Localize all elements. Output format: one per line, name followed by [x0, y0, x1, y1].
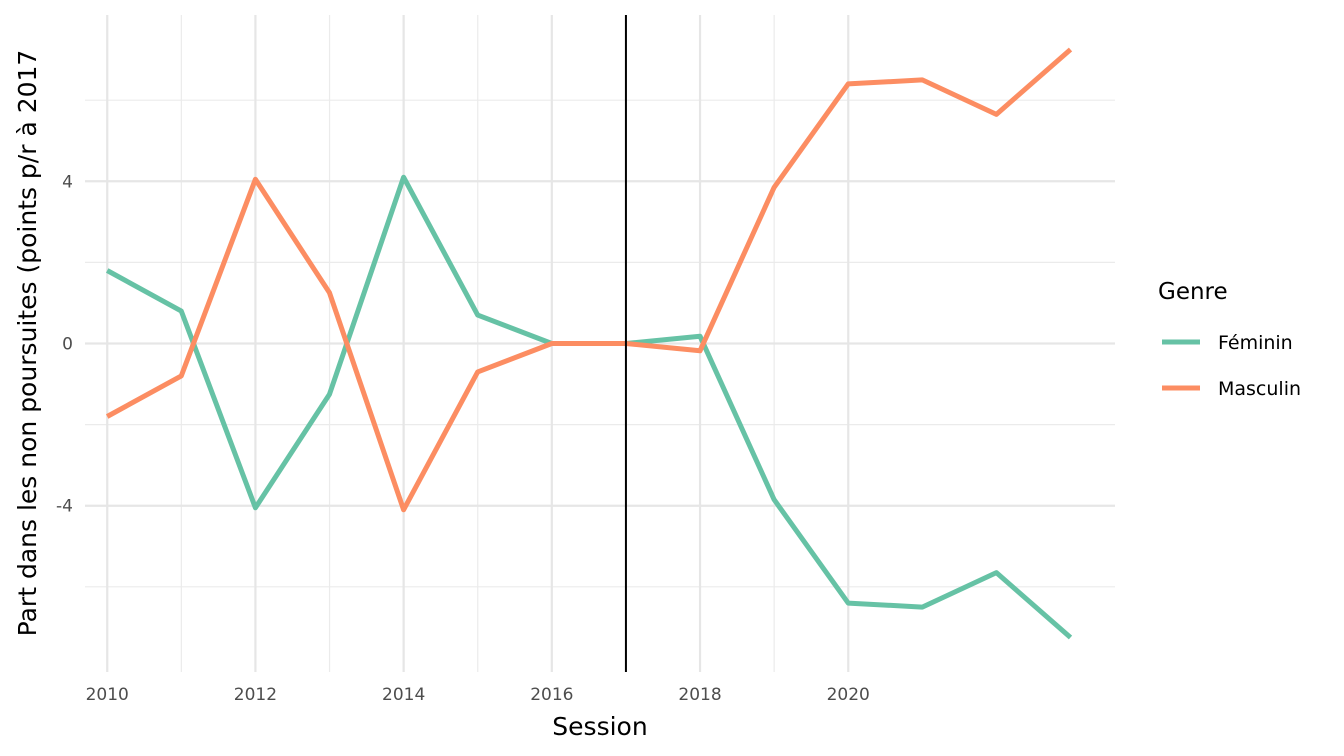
legend-items: Féminin Masculin: [1162, 332, 1301, 400]
y-tick-label: 0: [62, 335, 73, 355]
x-tick-label: 2014: [382, 685, 425, 705]
x-tick-label: 2018: [678, 685, 721, 705]
legend-label-féminin: Féminin: [1218, 332, 1293, 354]
y-tick-label: 4: [62, 172, 73, 192]
x-tick-label: 2020: [827, 685, 870, 705]
series-line-féminin: [105, 174, 1073, 640]
x-tick-label: 2012: [234, 685, 277, 705]
y-axis-tick-labels: -4 0 4: [56, 172, 73, 516]
x-tick-label: 2010: [86, 685, 129, 705]
legend-label-masculin: Masculin: [1218, 378, 1301, 400]
x-axis-title: Session: [552, 712, 647, 741]
legend-title: Genre: [1158, 279, 1228, 305]
series-lines: [105, 47, 1073, 640]
x-tick-label: 2016: [530, 685, 573, 705]
x-axis-tick-labels: 2010 2012 2014 2016 2018 2020: [86, 685, 870, 705]
series-line-masculin: [105, 47, 1073, 513]
legend: Genre Féminin Masculin: [1158, 279, 1301, 400]
y-axis-title: Part dans les non poursuites (points p/r…: [13, 50, 42, 637]
y-tick-label: -4: [56, 497, 73, 517]
